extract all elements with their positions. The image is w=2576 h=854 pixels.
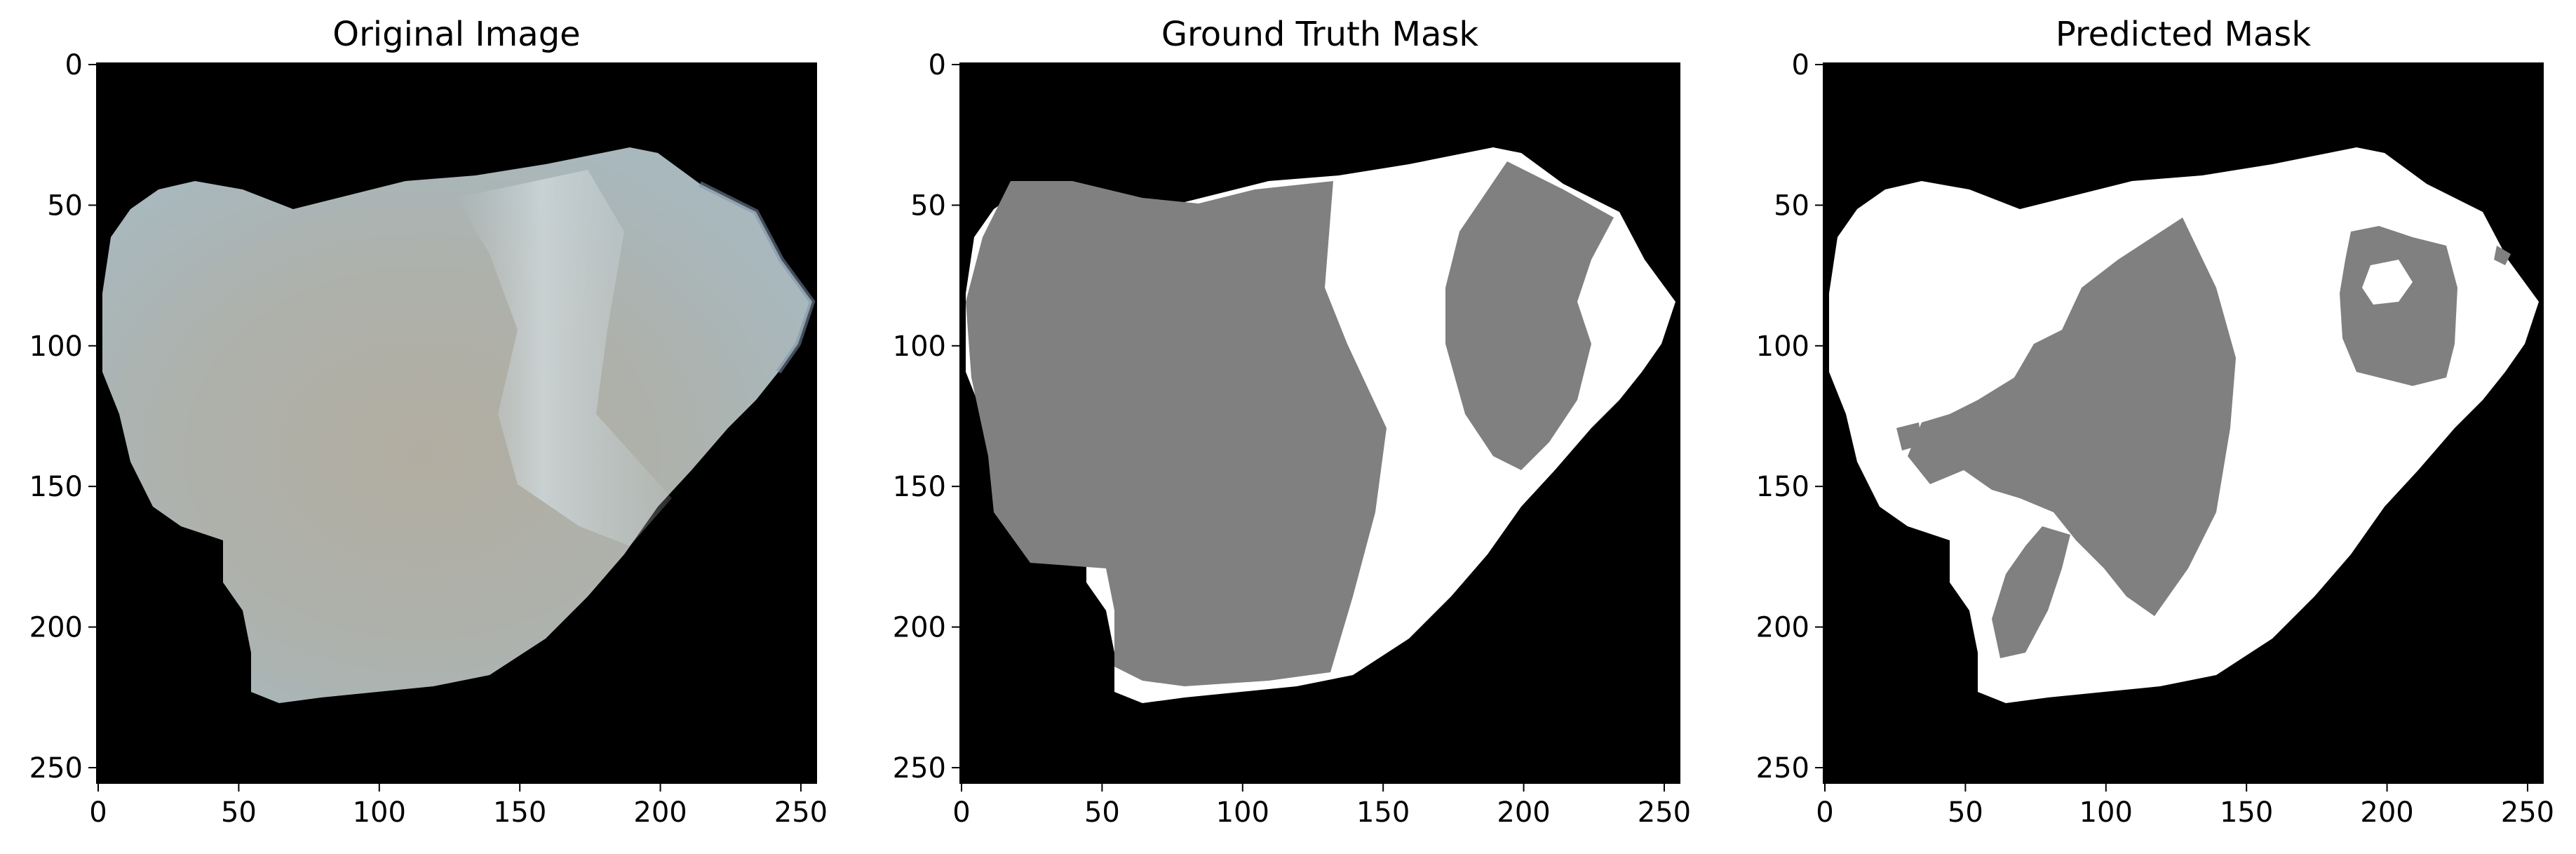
y-tick-label: 0 — [65, 49, 83, 81]
panel-title: Predicted Mask — [2056, 15, 2311, 54]
y-tick-label: 250 — [1756, 752, 1809, 785]
x-tick-label: 100 — [2079, 796, 2133, 829]
panel-title: Original Image — [332, 15, 580, 54]
x-tick-label: 50 — [1948, 796, 1983, 829]
x-tick-label: 250 — [1638, 796, 1691, 829]
rock-specimen — [102, 147, 812, 703]
y-tick-label: 50 — [1774, 189, 1809, 222]
axes-frame — [959, 62, 1680, 784]
y-tick-label: 250 — [29, 752, 83, 785]
rock-edge-shadow — [699, 181, 816, 374]
panel-ground-truth-mask: Ground Truth Mask — [960, 15, 1680, 783]
mask-gray-region-center — [1908, 218, 2236, 616]
x-tick-label: 0 — [952, 796, 970, 829]
panel-title: Ground Truth Mask — [1161, 15, 1479, 54]
mask-gray-region-left — [966, 181, 1387, 686]
y-tick-label: 200 — [29, 612, 83, 644]
y-tick-label: 150 — [1756, 471, 1809, 503]
y-tick-label: 100 — [893, 331, 946, 363]
panel-predicted-mask: Predicted Mask — [1823, 15, 2543, 783]
y-tick-label: 50 — [910, 189, 946, 222]
rock-vein — [456, 170, 672, 546]
x-tick-label: 100 — [353, 796, 406, 829]
x-tick-label: 0 — [1816, 796, 1833, 829]
y-tick-label: 100 — [1756, 331, 1809, 363]
y-tick-label: 100 — [29, 331, 83, 363]
x-tick-label: 50 — [221, 796, 257, 829]
y-tick-label: 0 — [929, 49, 946, 81]
x-tick-label: 200 — [1497, 796, 1550, 829]
x-tick-label: 250 — [2501, 796, 2554, 829]
mask-white-hole — [2362, 260, 2413, 305]
mask-gray-region-right — [1445, 161, 1614, 470]
x-tick-label: 0 — [89, 796, 107, 829]
panel-original-image: Original Image — [97, 15, 816, 783]
y-tick-label: 150 — [893, 471, 946, 503]
axes-frame — [1823, 62, 2544, 784]
x-tick-label: 100 — [1216, 796, 1269, 829]
x-tick-label: 200 — [2360, 796, 2413, 829]
y-tick-label: 150 — [29, 471, 83, 503]
mask-gray-region-right — [2340, 226, 2457, 386]
y-tick-label: 200 — [893, 612, 946, 644]
x-tick-label: 250 — [774, 796, 828, 829]
x-tick-label: 150 — [493, 796, 546, 829]
x-tick-label: 200 — [633, 796, 687, 829]
x-tick-label: 150 — [1356, 796, 1410, 829]
y-tick-label: 200 — [1756, 612, 1809, 644]
axes-frame — [96, 62, 817, 784]
y-tick-label: 50 — [47, 189, 83, 222]
y-tick-label: 250 — [893, 752, 946, 785]
x-tick-label: 50 — [1084, 796, 1120, 829]
mask-gray-region-lower — [1992, 526, 2070, 658]
x-tick-label: 150 — [2220, 796, 2273, 829]
y-tick-label: 0 — [1792, 49, 1809, 81]
